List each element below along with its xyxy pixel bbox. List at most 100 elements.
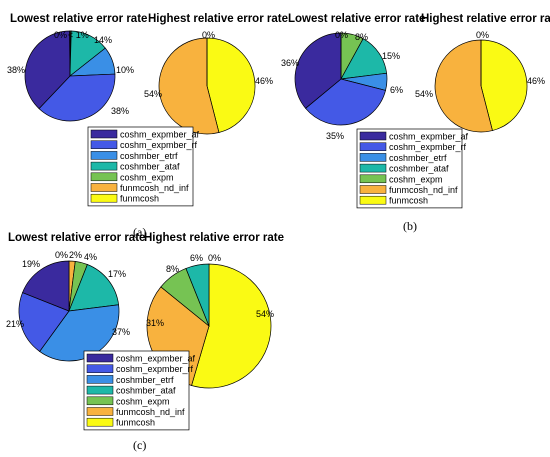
legend-c: coshm_expmber_afcoshm_expmber_rfcoshmber… [83, 350, 196, 431]
legend-swatch-coshm_expm [359, 174, 387, 184]
label-a-low-10: 10% [116, 65, 134, 75]
legend-swatch-coshmber_ataf [359, 163, 387, 173]
pie-b-lowest [294, 32, 388, 126]
legend-swatch-coshm_expm [86, 396, 114, 406]
label-c-low-17: 17% [108, 269, 126, 279]
label-b-low-35: 35% [326, 131, 344, 141]
label-c-high-6: 6% [190, 253, 203, 263]
legend-label-funmcosh_nd_inf: funmcosh_nd_inf [116, 407, 185, 417]
label-b-low-8: 8% [355, 32, 368, 42]
legend-swatch-coshm_expmber_af [86, 353, 114, 363]
label-a-low-38a: 38% [7, 65, 25, 75]
label-c-high-0: 0% [208, 253, 221, 263]
pie-slice-funmcosh [191, 263, 272, 389]
pie-slice-funmcosh_nd_inf [158, 37, 220, 135]
pie-c-lowest [18, 260, 120, 362]
legend-label-coshmber_etrf: coshmber_etrf [116, 375, 174, 385]
label-a-high-54: 54% [144, 89, 162, 99]
legend-swatch-coshmber_etrf [90, 151, 118, 160]
pie-a-highest [158, 37, 256, 135]
label-b-high-54: 54% [415, 89, 433, 99]
label-c-low-4: 4% [84, 252, 97, 262]
label-a-low-lt1: < 1% [68, 30, 89, 40]
legend-swatch-coshm_expm [90, 172, 118, 182]
title-c-lowest: Lowest relative error rate [8, 232, 145, 244]
legend-label-coshm_expmber_af: coshm_expmber_af [120, 130, 200, 140]
legend-label-coshm_expmber_af: coshm_expmber_af [389, 132, 469, 142]
label-c-low-37: 37% [112, 327, 130, 337]
label-c-high-31: 31% [146, 318, 164, 328]
legend-label-coshm_expmber_rf: coshm_expmber_rf [116, 364, 194, 374]
legend-swatch-coshmber_etrf [359, 153, 387, 162]
pie-slice-coshm_expmber_af [294, 32, 342, 109]
pie-slice-coshmber_ataf [68, 264, 119, 312]
legend-label-coshm_expm: coshm_expm [120, 172, 174, 182]
legend-label-funmcosh: funmcosh [116, 418, 155, 428]
legend-swatch-coshmber_etrf [86, 375, 114, 384]
label-b-low-36: 36% [281, 58, 299, 68]
legend-label-coshmber_etrf: coshmber_etrf [389, 153, 447, 163]
pie-slice-coshm_expmber_af [22, 260, 70, 312]
title-c-highest: Highest relative error rate [144, 232, 284, 244]
label-a-low-14: 14% [94, 35, 112, 45]
caption-b: (b) [403, 219, 417, 233]
caption-a: (a) [133, 225, 146, 239]
legend-swatch-coshm_expmber_af [359, 131, 387, 141]
legend-label-funmcosh_nd_inf: funmcosh_nd_inf [389, 185, 458, 195]
legend-label-coshmber_ataf: coshmber_ataf [389, 164, 449, 174]
legend-label-coshm_expm: coshm_expm [389, 174, 443, 184]
label-b-high-0: 0% [476, 30, 489, 40]
legend-swatch-coshm_expmber_rf [359, 142, 387, 151]
legend-label-funmcosh: funmcosh [389, 196, 428, 206]
label-a-high-46: 46% [255, 76, 273, 86]
pie-slice-funmcosh [480, 39, 528, 131]
legend-swatch-funmcosh_nd_inf [90, 183, 118, 192]
label-c-high-54: 54% [256, 309, 274, 319]
pie-slice-coshm_expmber_rf [38, 73, 116, 122]
label-a-high-0: 0% [202, 30, 215, 40]
label-b-high-46: 46% [527, 76, 545, 86]
title-b-lowest: Lowest relative error rate [288, 13, 425, 25]
legend-swatch-funmcosh_nd_inf [86, 407, 114, 416]
legend-swatch-funmcosh_nd_inf [359, 185, 387, 194]
legend-swatch-coshm_expmber_rf [90, 140, 118, 149]
legend-swatch-coshmber_ataf [86, 385, 114, 395]
pie-slice-funmcosh_nd_inf [434, 39, 493, 133]
legend-label-coshm_expmber_rf: coshm_expmber_rf [120, 140, 198, 150]
label-c-high-8: 8% [166, 264, 179, 274]
label-c-low-2: 2% [69, 250, 82, 260]
legend-label-coshm_expmber_rf: coshm_expmber_rf [389, 142, 467, 152]
pie-slice-coshm_expmber_rf [18, 292, 70, 352]
pie-a-lowest [24, 30, 116, 122]
pie-slice-coshm_expmber_rf [305, 78, 386, 126]
caption-c: (c) [133, 438, 146, 452]
label-c-low-19: 19% [22, 259, 40, 269]
legend-label-coshmber_ataf: coshmber_ataf [120, 162, 180, 172]
label-a-low-38b: 38% [111, 106, 129, 116]
title-a-highest: Highest relative error rate [148, 13, 288, 25]
label-b-low-6: 6% [390, 85, 403, 95]
legend-swatch-funmcosh [90, 193, 118, 203]
label-c-low-21: 21% [6, 319, 24, 329]
legend-b: coshm_expmber_afcoshm_expmber_rfcoshmber… [356, 128, 469, 209]
legend-label-coshm_expmber_af: coshm_expmber_af [116, 354, 196, 364]
legend-swatch-funmcosh [359, 195, 387, 205]
label-c-low-0: 0% [55, 250, 68, 260]
pie-slice-coshmber_ataf [185, 263, 210, 327]
legend-label-coshmber_etrf: coshmber_etrf [120, 151, 178, 161]
legend-label-funmcosh: funmcosh [120, 194, 159, 204]
legend-swatch-coshm_expmber_rf [86, 364, 114, 373]
legend-label-funmcosh_nd_inf: funmcosh_nd_inf [120, 183, 189, 193]
label-b-low-15: 15% [382, 51, 400, 61]
legend-swatch-coshmber_ataf [90, 161, 118, 171]
pie-slice-funmcosh [206, 37, 256, 133]
legend-label-coshmber_ataf: coshmber_ataf [116, 386, 176, 396]
pie-b-highest [434, 39, 528, 133]
label-b-low-0: 0% [335, 30, 348, 40]
title-a-lowest: Lowest relative error rate [10, 13, 147, 25]
legend-a: coshm_expmber_afcoshm_expmber_rfcoshmber… [87, 126, 200, 207]
pie-slice-coshm_expmber_af [24, 30, 71, 110]
title-b-highest: Highest relative error rate [421, 13, 550, 25]
legend-swatch-funmcosh [86, 417, 114, 427]
